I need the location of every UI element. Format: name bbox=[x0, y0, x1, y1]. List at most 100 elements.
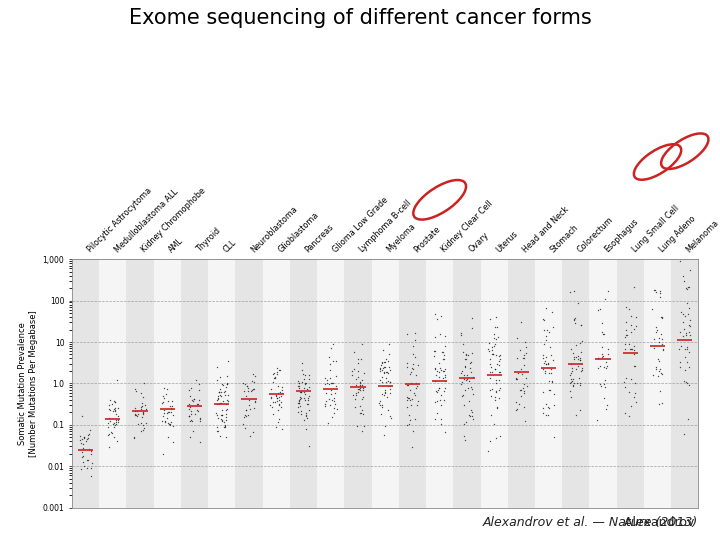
Point bbox=[327, 379, 338, 387]
Point bbox=[193, 396, 204, 404]
Point bbox=[467, 373, 478, 381]
Point bbox=[384, 378, 396, 387]
Point bbox=[462, 351, 473, 360]
Point bbox=[351, 421, 363, 430]
Point bbox=[129, 410, 140, 419]
Point bbox=[656, 339, 667, 348]
Point bbox=[248, 377, 260, 386]
Point bbox=[298, 415, 310, 424]
Point bbox=[625, 311, 636, 320]
Point bbox=[572, 298, 583, 307]
Point bbox=[212, 427, 223, 435]
Point bbox=[295, 388, 307, 397]
Point bbox=[459, 363, 470, 372]
Point bbox=[156, 399, 168, 407]
Point bbox=[600, 404, 612, 413]
Bar bbox=[535, 259, 562, 508]
Point bbox=[406, 395, 418, 403]
Point bbox=[455, 369, 467, 377]
Point bbox=[357, 384, 369, 393]
Point bbox=[518, 389, 530, 397]
Point bbox=[269, 398, 281, 407]
Point bbox=[130, 411, 142, 420]
Point bbox=[540, 303, 552, 312]
Point bbox=[657, 345, 668, 354]
Point bbox=[434, 363, 446, 372]
Point bbox=[300, 371, 311, 380]
Point bbox=[435, 312, 446, 321]
Point bbox=[402, 394, 414, 402]
Point bbox=[356, 395, 367, 403]
Point bbox=[456, 392, 468, 401]
Point bbox=[240, 411, 251, 420]
Point bbox=[513, 369, 524, 377]
Point bbox=[402, 381, 413, 389]
Point bbox=[77, 444, 89, 453]
Point bbox=[620, 340, 631, 348]
Point bbox=[265, 401, 276, 409]
Point bbox=[158, 393, 170, 402]
Point bbox=[354, 382, 366, 391]
Point bbox=[456, 378, 468, 387]
Point bbox=[430, 365, 441, 374]
Point bbox=[217, 411, 228, 420]
Point bbox=[104, 442, 115, 451]
Point bbox=[485, 386, 496, 395]
Text: Alexandrov et al. — Nature (2013): Alexandrov et al. — Nature (2013) bbox=[483, 516, 698, 529]
Point bbox=[109, 403, 120, 412]
Point bbox=[238, 379, 249, 388]
Point bbox=[467, 390, 478, 399]
Point bbox=[592, 354, 603, 362]
Point bbox=[379, 363, 390, 372]
Point bbox=[265, 393, 276, 401]
Point bbox=[490, 387, 502, 395]
Point bbox=[379, 386, 391, 394]
Point bbox=[356, 427, 368, 435]
Point bbox=[140, 405, 152, 414]
Point bbox=[274, 393, 285, 402]
Point bbox=[240, 392, 251, 401]
Point bbox=[220, 413, 232, 421]
Point bbox=[405, 400, 417, 409]
Point bbox=[302, 400, 314, 408]
Point bbox=[241, 382, 253, 390]
Point bbox=[135, 427, 147, 435]
Point bbox=[220, 382, 231, 391]
Point bbox=[537, 409, 549, 417]
Point bbox=[576, 337, 588, 346]
Point bbox=[457, 340, 469, 348]
Point bbox=[510, 375, 522, 383]
Point bbox=[384, 378, 396, 387]
Point bbox=[221, 379, 233, 387]
Point bbox=[220, 400, 232, 408]
Point bbox=[541, 353, 552, 362]
Point bbox=[297, 377, 308, 386]
Bar bbox=[72, 259, 99, 508]
Point bbox=[548, 401, 559, 410]
Point bbox=[379, 357, 391, 366]
Point bbox=[320, 380, 331, 388]
Point bbox=[383, 406, 395, 415]
Point bbox=[188, 394, 199, 403]
Point bbox=[328, 356, 339, 365]
Point bbox=[570, 341, 582, 349]
Point bbox=[103, 405, 114, 414]
Point bbox=[595, 305, 606, 313]
Point bbox=[84, 426, 96, 435]
Point bbox=[301, 385, 312, 394]
Point bbox=[270, 423, 282, 432]
Point bbox=[354, 384, 365, 393]
Point bbox=[212, 394, 223, 403]
Point bbox=[439, 332, 451, 340]
Point bbox=[358, 421, 369, 430]
Point bbox=[428, 352, 440, 361]
Point bbox=[597, 342, 608, 351]
Point bbox=[538, 403, 549, 412]
Point bbox=[357, 386, 369, 395]
Point bbox=[78, 440, 89, 448]
Point bbox=[598, 380, 609, 388]
Point bbox=[109, 423, 120, 431]
Point bbox=[80, 436, 91, 445]
Point bbox=[491, 322, 503, 331]
Point bbox=[107, 400, 118, 409]
